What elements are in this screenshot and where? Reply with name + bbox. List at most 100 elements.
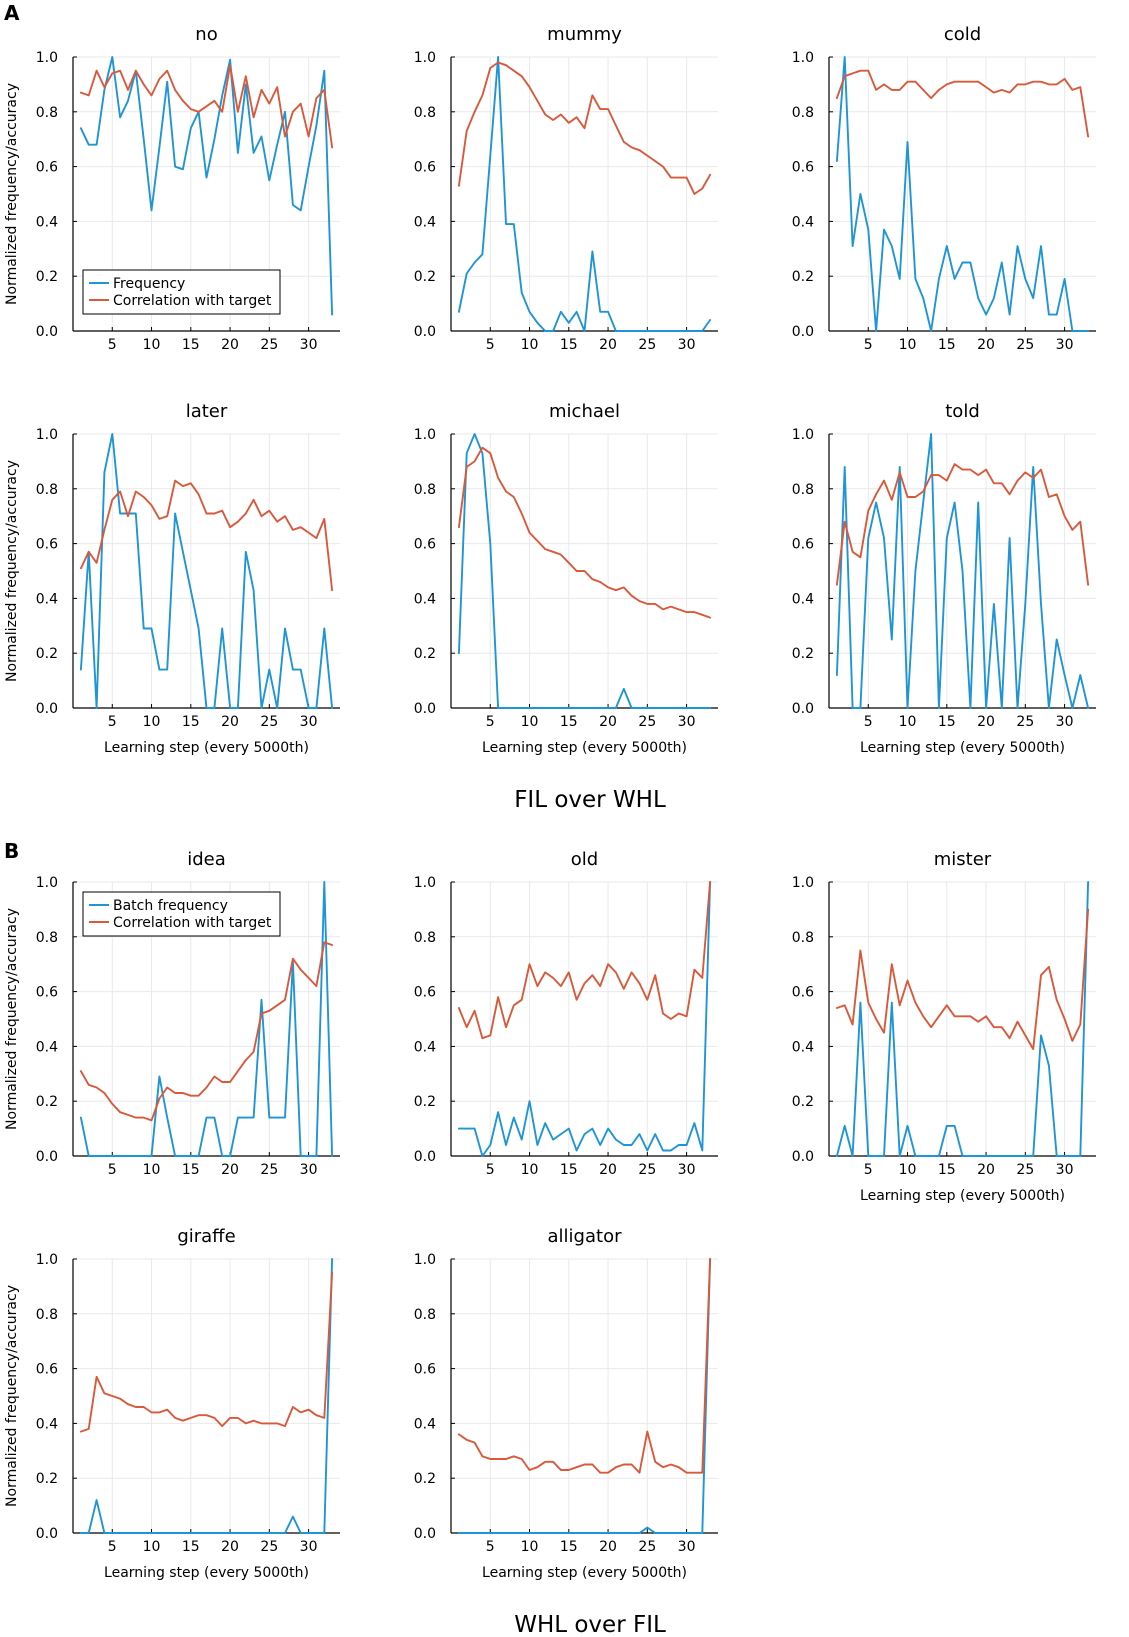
x-tick-label: 10	[521, 1162, 539, 1178]
chart-title: idea	[187, 849, 226, 870]
series-line-correlation	[79, 1271, 334, 1433]
series-line-correlation	[835, 908, 1090, 1051]
y-tick-label: 0.0	[414, 1526, 436, 1542]
y-tick-label: 0.6	[792, 537, 814, 553]
y-axis-label: Normalized frequency/accuracy	[4, 460, 20, 682]
chart-giraffe: 5 10 15 20 25 30 0.0 0.2 0.4 0.6 0.8 1.0 giraffe Lear…	[4, 1226, 340, 1581]
x-tick-label: 15	[560, 714, 578, 730]
legend-label: Correlation with target	[113, 293, 272, 309]
y-tick-label: 0.0	[792, 324, 814, 340]
chart-no: 5 10 15 20 25 30 0.0 0.2 0.4 0.6 0.8 1.0 no Normalize…	[4, 24, 340, 353]
y-tick-label: 0.2	[414, 1094, 436, 1110]
x-tick-label: 5	[864, 337, 873, 353]
y-tick-label: 0.6	[36, 537, 58, 553]
legend-box	[82, 891, 281, 937]
y-tick-label: 0.4	[36, 1416, 58, 1432]
x-tick-label: 30	[678, 1539, 696, 1555]
y-tick-label: 0.2	[792, 269, 814, 285]
x-tick-label: 30	[1056, 1162, 1074, 1178]
panel-caption-a: FIL over WHL	[514, 787, 666, 813]
y-tick-label: 0.8	[36, 1307, 58, 1323]
y-tick-label: 0.6	[792, 160, 814, 176]
y-tick-label: 0.4	[792, 591, 814, 607]
series-line-frequency	[457, 433, 712, 709]
chart-old: 5 10 15 20 25 30 0.0 0.2 0.4 0.6 0.8 1.0 old	[414, 849, 718, 1178]
series-line-frequency	[457, 881, 712, 1157]
x-tick-label: 15	[182, 337, 200, 353]
chart-title: mister	[934, 849, 992, 870]
x-axis-label: Learning step (every 5000th)	[860, 1188, 1065, 1204]
y-tick-label: 0.4	[792, 1039, 814, 1055]
x-tick-label: 30	[300, 1539, 318, 1555]
y-tick-label: 0.8	[792, 482, 814, 498]
y-tick-label: 0.6	[414, 537, 436, 553]
y-tick-label: 0.6	[414, 160, 436, 176]
x-tick-label: 5	[108, 1539, 117, 1555]
y-tick-label: 0.4	[414, 591, 436, 607]
y-tick-label: 0.8	[414, 930, 436, 946]
y-tick-label: 0.8	[36, 930, 58, 946]
y-tick-label: 0.4	[36, 1039, 58, 1055]
x-tick-label: 15	[560, 337, 578, 353]
x-tick-label: 15	[560, 1539, 578, 1555]
x-tick-label: 15	[182, 1539, 200, 1555]
series-line-frequency	[79, 56, 334, 316]
chart-title: alligator	[548, 1226, 623, 1247]
chart-mister: 5 10 15 20 25 30 0.0 0.2 0.4 0.6 0.8 1.0 mister Learn…	[792, 849, 1096, 1204]
x-tick-label: 25	[260, 714, 278, 730]
chart-title: michael	[549, 401, 620, 422]
x-tick-label: 10	[521, 337, 539, 353]
y-tick-label: 0.2	[36, 646, 58, 662]
x-tick-label: 20	[977, 714, 995, 730]
y-tick-label: 0.4	[792, 214, 814, 230]
series-line-frequency	[835, 56, 1090, 332]
y-tick-label: 0.2	[414, 269, 436, 285]
y-tick-label: 0.6	[414, 985, 436, 1001]
y-tick-label: 0.2	[792, 646, 814, 662]
legend-label: Batch frequency	[113, 898, 228, 914]
x-tick-label: 25	[1016, 337, 1034, 353]
x-tick-label: 10	[143, 1539, 161, 1555]
x-tick-label: 20	[221, 1162, 239, 1178]
x-tick-label: 25	[638, 337, 656, 353]
series-line-correlation	[79, 64, 334, 149]
x-tick-label: 25	[260, 1162, 278, 1178]
y-tick-label: 0.8	[792, 930, 814, 946]
y-tick-label: 0.4	[414, 1039, 436, 1055]
chart-title: later	[186, 401, 228, 422]
y-tick-label: 0.0	[36, 1149, 58, 1165]
x-axis-label: Learning step (every 5000th)	[860, 740, 1065, 756]
y-tick-label: 1.0	[792, 875, 814, 891]
x-tick-label: 5	[486, 714, 495, 730]
x-tick-label: 25	[638, 1162, 656, 1178]
series-line-correlation	[457, 1258, 712, 1474]
chart-title: old	[571, 849, 598, 870]
chart-title: no	[195, 24, 217, 45]
y-tick-label: 1.0	[36, 1252, 58, 1268]
y-tick-label: 0.6	[36, 985, 58, 1001]
series-line-frequency	[457, 1258, 712, 1534]
x-tick-label: 20	[221, 1539, 239, 1555]
x-tick-label: 10	[899, 714, 917, 730]
x-tick-label: 30	[1056, 337, 1074, 353]
x-tick-label: 10	[521, 1539, 539, 1555]
x-tick-label: 10	[143, 714, 161, 730]
x-tick-label: 5	[486, 1539, 495, 1555]
x-tick-label: 20	[599, 1162, 617, 1178]
legend-label: Correlation with target	[113, 915, 272, 931]
x-tick-label: 15	[938, 337, 956, 353]
y-tick-label: 0.2	[36, 1094, 58, 1110]
chart-later: 5 10 15 20 25 30 0.0 0.2 0.4 0.6 0.8 1.0 later Learni…	[4, 401, 340, 756]
x-tick-label: 15	[560, 1162, 578, 1178]
y-tick-label: 0.8	[36, 482, 58, 498]
x-tick-label: 20	[977, 337, 995, 353]
x-tick-label: 5	[864, 714, 873, 730]
y-tick-label: 0.0	[36, 1526, 58, 1542]
y-tick-label: 0.0	[414, 324, 436, 340]
x-tick-label: 10	[143, 1162, 161, 1178]
y-tick-label: 0.0	[792, 701, 814, 717]
x-tick-label: 30	[678, 1162, 696, 1178]
y-tick-label: 1.0	[36, 875, 58, 891]
y-tick-label: 0.4	[36, 214, 58, 230]
